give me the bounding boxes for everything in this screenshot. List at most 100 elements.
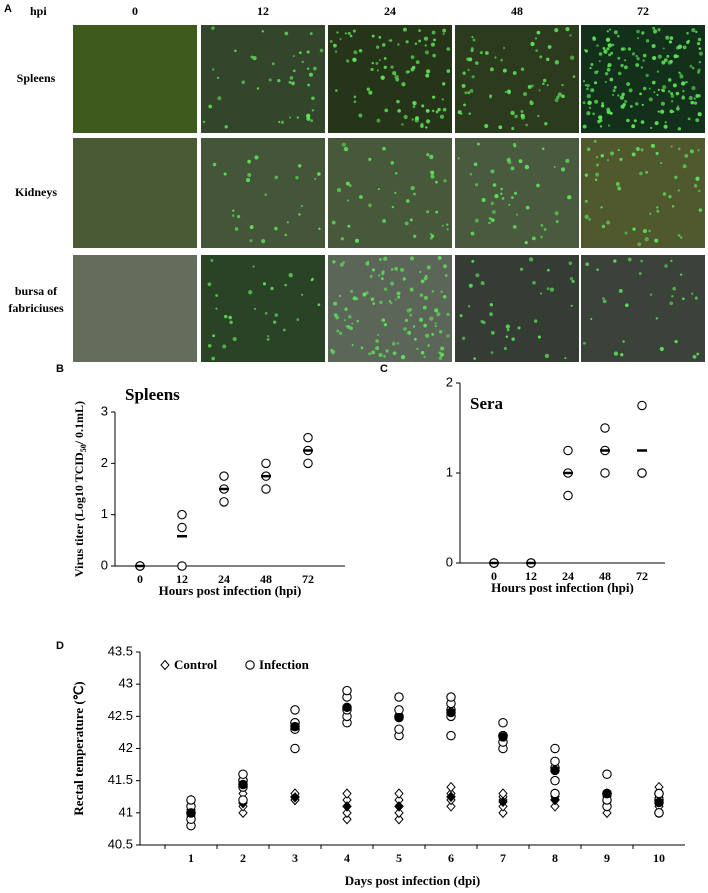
hpi-label: hpi bbox=[30, 4, 47, 18]
fluorescent-cell bbox=[346, 199, 350, 202]
fluorescent-cell bbox=[662, 84, 667, 90]
data-point bbox=[219, 471, 229, 481]
fluorescent-cell bbox=[385, 349, 389, 353]
fluorescent-cell bbox=[470, 49, 474, 53]
fluorescent-cell bbox=[659, 161, 663, 165]
fluorescent-cell bbox=[442, 32, 445, 35]
fluorescent-cell bbox=[648, 97, 653, 102]
fluorescent-cell bbox=[520, 67, 525, 71]
data-point bbox=[654, 808, 664, 818]
fluorescent-cell bbox=[348, 315, 352, 319]
fluorescent-cell bbox=[410, 185, 415, 191]
fluorescent-cell bbox=[289, 76, 294, 80]
row-label: fabriciuses bbox=[8, 301, 64, 315]
fluorescent-cell bbox=[592, 112, 595, 116]
fluorescent-cell bbox=[657, 54, 662, 59]
micrograph bbox=[328, 138, 452, 248]
fluorescent-cell bbox=[418, 29, 421, 33]
fluorescent-cell bbox=[376, 118, 381, 123]
fluorescent-cell bbox=[217, 96, 222, 101]
fluorescent-cell bbox=[420, 351, 425, 355]
fluorescent-cell bbox=[620, 63, 624, 68]
micrograph bbox=[581, 255, 705, 362]
fluorescent-cell bbox=[640, 259, 643, 263]
y-tick-label: 43 bbox=[119, 676, 133, 691]
fluorescent-cell bbox=[432, 53, 436, 58]
fluorescent-cell bbox=[490, 201, 495, 206]
fluorescent-cell bbox=[629, 104, 633, 108]
fluorescent-cell bbox=[677, 127, 682, 131]
fluorescent-cell bbox=[492, 210, 496, 214]
fluorescent-cell bbox=[404, 221, 409, 226]
fluorescent-cell bbox=[680, 81, 686, 86]
micrograph bbox=[328, 25, 452, 133]
x-tick-label: 4 bbox=[344, 851, 350, 865]
fluorescent-cell bbox=[588, 218, 591, 221]
x-tick-label: 24 bbox=[562, 569, 574, 583]
fluorescent-cell bbox=[640, 120, 645, 124]
fluorescent-cell bbox=[530, 41, 535, 47]
mean-marker bbox=[446, 791, 456, 803]
fluorescent-cell bbox=[510, 110, 515, 116]
fluorescent-cell bbox=[582, 124, 587, 129]
fluorescent-cell bbox=[446, 47, 450, 51]
fluorescent-cell bbox=[470, 231, 475, 236]
fluorescent-cell bbox=[633, 119, 637, 123]
y-axis-title: Virus titer (Log10 TCID50/ 0.1mL) bbox=[72, 401, 89, 577]
fluorescent-cell bbox=[313, 66, 317, 71]
fluorescent-cell bbox=[670, 100, 674, 103]
fluorescent-cell bbox=[462, 336, 466, 340]
fluorescent-cell bbox=[342, 261, 345, 264]
fluorescent-cell bbox=[298, 213, 301, 216]
fluorescent-cell bbox=[612, 89, 616, 92]
fluorescent-cell bbox=[335, 89, 338, 92]
fluorescent-cell bbox=[639, 92, 642, 96]
fluorescent-cell bbox=[635, 54, 638, 58]
fluorescent-cell bbox=[268, 78, 272, 82]
fluorescent-cell bbox=[659, 346, 664, 352]
fluorescent-cell bbox=[489, 312, 493, 316]
fluorescent-cell bbox=[383, 65, 387, 70]
fluorescent-cell bbox=[234, 227, 239, 231]
fluorescent-cell bbox=[640, 66, 644, 69]
fluorescent-cell bbox=[696, 352, 700, 356]
fluorescent-cell bbox=[531, 236, 536, 241]
panel-label: D bbox=[56, 640, 64, 652]
fluorescent-cell bbox=[542, 78, 547, 83]
fluorescent-cell bbox=[474, 183, 479, 187]
fluorescent-cell bbox=[613, 85, 617, 89]
fluorescent-cell bbox=[440, 290, 443, 293]
fluorescent-cell bbox=[549, 287, 555, 292]
fluorescent-cell bbox=[418, 39, 422, 43]
fluorescent-cell bbox=[431, 30, 436, 35]
fluorescent-cell bbox=[697, 112, 702, 117]
fluorescent-cell bbox=[490, 331, 495, 335]
fluorescent-cell bbox=[430, 42, 435, 47]
fluorescent-cell bbox=[372, 302, 376, 305]
fluorescent-cell bbox=[602, 297, 605, 300]
fluorescent-cell bbox=[264, 193, 268, 197]
fluorescent-cell bbox=[669, 301, 674, 306]
fluorescent-cell bbox=[405, 70, 409, 74]
fluorescent-cell bbox=[513, 191, 518, 195]
fluorescent-cell bbox=[547, 44, 552, 49]
fluorescent-cell bbox=[634, 102, 639, 106]
fluorescent-cell bbox=[606, 220, 611, 225]
fluorescent-cell bbox=[345, 325, 348, 328]
data-point bbox=[446, 730, 456, 741]
fluorescent-cell bbox=[336, 187, 342, 193]
fluorescent-cell bbox=[264, 311, 268, 315]
fluorescent-cell bbox=[655, 151, 659, 156]
fluorescent-cell bbox=[288, 273, 293, 278]
fluorescent-cell bbox=[437, 107, 441, 112]
y-tick-label: 2 bbox=[101, 455, 108, 470]
fluorescent-cell bbox=[508, 203, 511, 206]
fluorescent-cell bbox=[340, 237, 345, 241]
fluorescent-cell bbox=[443, 179, 447, 183]
fluorescent-cell bbox=[624, 231, 628, 235]
fluorescent-cell bbox=[636, 29, 640, 34]
fluorescent-cell bbox=[371, 34, 375, 38]
fluorescent-cell bbox=[668, 194, 672, 199]
fluorescent-cell bbox=[664, 264, 668, 268]
